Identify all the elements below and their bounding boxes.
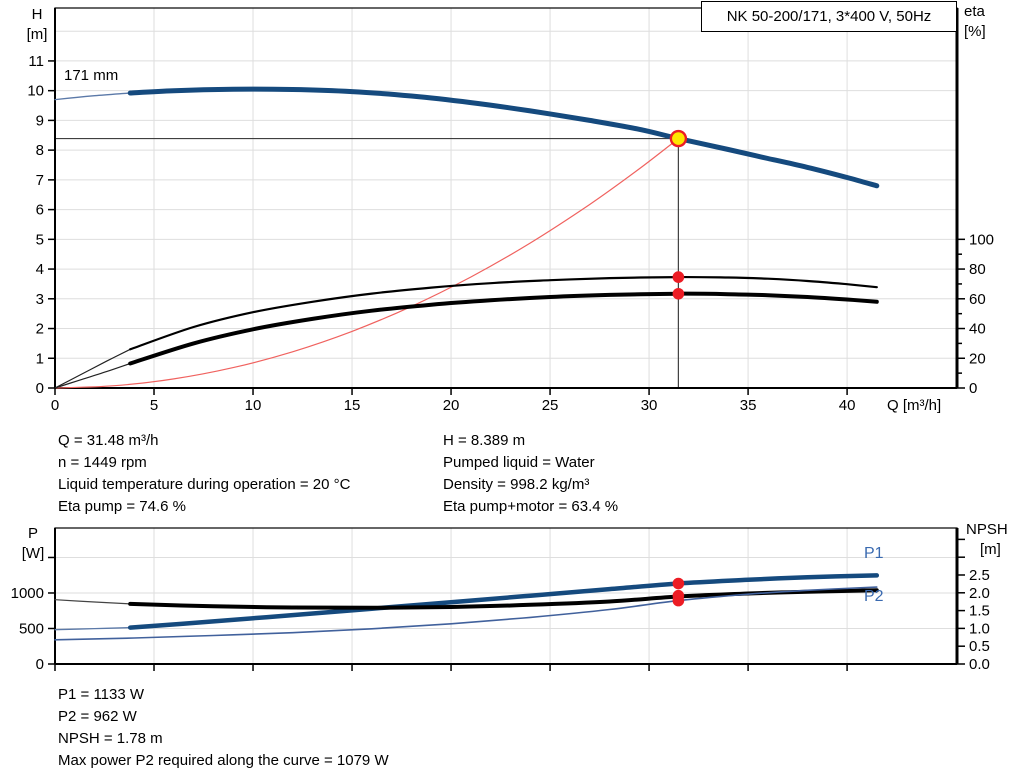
h-axis-unit: [m]: [26, 26, 48, 43]
top-right-axis-label: eta [%]: [964, 2, 1008, 42]
left-tick-label: 6: [36, 202, 44, 219]
x-tick-label: 30: [641, 397, 658, 414]
right-tick-label: 0.5: [969, 638, 990, 655]
p-axis-symbol: P: [27, 525, 38, 542]
bottom-left-axis-label: P [W]: [14, 524, 52, 564]
info-eta-pump: Eta pump = 74.6 %: [58, 498, 186, 515]
plot-border: [54, 7, 958, 389]
eta-axis-unit: [%]: [964, 23, 986, 40]
npsh-dot: [672, 594, 685, 607]
left-tick-label: 11: [28, 53, 44, 70]
right-tick-label: 2.0: [969, 585, 990, 602]
eta-pump-lead: [54, 348, 131, 389]
pump-title-box: NK 50-200/171, 3*400 V, 50Hz: [701, 1, 957, 32]
right-tick-label: 20: [969, 350, 986, 367]
eta-axis-symbol: eta: [964, 3, 985, 20]
eta-pump-motor-dot: [672, 287, 685, 300]
left-tick-label: 1000: [11, 585, 44, 602]
power-info-block: P1 = 1133 W P2 = 962 W NPSH = 1.78 m Max…: [58, 684, 389, 772]
p1-dot: [672, 577, 685, 590]
left-tick-label: 10: [27, 83, 44, 100]
left-tick-label: 0: [36, 656, 44, 673]
right-tick-label: 80: [969, 261, 986, 278]
left-tick-label: 3: [36, 291, 44, 308]
duty-point-marker: [669, 129, 688, 148]
right-tick-label: 1.5: [969, 603, 990, 620]
left-tick-label: 9: [36, 112, 44, 129]
info-npsh: NPSH = 1.78 m: [58, 730, 163, 747]
pump-curve-171mm: [127, 86, 880, 189]
left-tick-label: 8: [36, 142, 44, 159]
q-axis-unit-label: Q [m³/h]: [887, 397, 942, 414]
impeller-diameter-label: 171 mm: [64, 67, 119, 84]
left-tick-label: 1: [36, 350, 44, 367]
x-tick-label: 25: [542, 397, 559, 414]
info-h: H = 8.389 m: [443, 432, 526, 449]
left-tick-label: 7: [36, 172, 44, 189]
system-curve: [54, 138, 679, 389]
npsh-curve: [54, 586, 878, 641]
info-max-power: Max power P2 required along the curve = …: [58, 752, 389, 769]
info-liquid: Pumped liquid = Water: [443, 454, 595, 471]
duty-info-left: Q = 31.48 m³/h n = 1449 rpm Liquid tempe…: [58, 430, 350, 518]
p-axis-unit: [W]: [21, 545, 45, 562]
right-tick-label: 0: [969, 380, 977, 397]
left-tick-label: 0: [36, 380, 44, 397]
p1-curve-label: P1: [864, 545, 884, 562]
eta-pump-curve: [129, 275, 878, 351]
h-axis-symbol: H: [31, 6, 43, 23]
top-left-axis-label: H [m]: [18, 5, 56, 45]
p1-curve: [127, 573, 880, 630]
info-q: Q = 31.48 m³/h: [58, 432, 159, 449]
right-tick-label: 2.5: [969, 567, 990, 584]
x-tick-label: 5: [150, 397, 158, 414]
info-temperature: Liquid temperature during operation = 20…: [58, 476, 351, 493]
left-tick-label: 5: [36, 231, 44, 248]
x-tick-label: 40: [839, 397, 856, 414]
p2-curve-label: P2: [864, 588, 884, 605]
right-tick-label: 1.0: [969, 620, 990, 637]
info-density: Density = 998.2 kg/m³: [443, 476, 590, 493]
pump-curve-lead: [54, 92, 131, 101]
right-tick-label: 100: [969, 231, 994, 248]
x-tick-label: 20: [443, 397, 460, 414]
p1-curve-lead: [54, 626, 131, 631]
duty-info-right: H = 8.389 m Pumped liquid = Water Densit…: [443, 430, 618, 518]
info-eta-pump-motor: Eta pump+motor = 63.4 %: [443, 498, 619, 515]
info-speed: n = 1449 rpm: [58, 454, 147, 471]
p2-curve-lead: [54, 599, 131, 605]
eta-pump-motor-lead: [54, 362, 131, 389]
left-tick-label: 500: [19, 620, 44, 637]
right-tick-label: 60: [969, 291, 986, 308]
info-p2: P2 = 962 W: [58, 708, 137, 725]
info-p1: P1 = 1133 W: [58, 686, 145, 703]
pump-title: NK 50-200/171, 3*400 V, 50Hz: [726, 8, 932, 25]
left-tick-label: 4: [36, 261, 44, 278]
eta-pump-dot: [672, 271, 685, 283]
npsh-axis-unit: [m]: [980, 541, 1001, 558]
right-tick-label: 0.0: [969, 656, 990, 673]
npsh-axis-symbol: NPSH: [966, 521, 1008, 538]
x-tick-label: 35: [740, 397, 757, 414]
right-tick-label: 40: [969, 321, 986, 338]
left-tick-label: 2: [36, 321, 44, 338]
eta-pump-motor-curve: [128, 291, 879, 366]
x-tick-label: 0: [51, 397, 59, 414]
x-tick-label: 10: [245, 397, 262, 414]
x-tick-label: 15: [344, 397, 361, 414]
